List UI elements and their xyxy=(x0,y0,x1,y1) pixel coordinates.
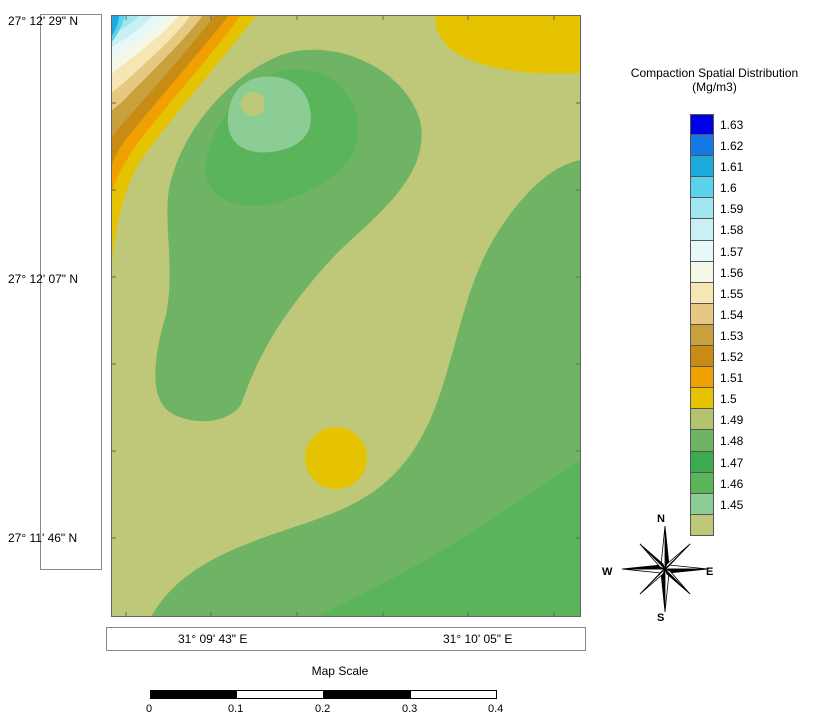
legend-swatch xyxy=(690,282,714,304)
legend-item: 1.59 xyxy=(690,198,800,220)
legend-value: 1.5 xyxy=(720,392,737,407)
legend-swatch xyxy=(690,198,714,220)
legend-swatch xyxy=(690,135,714,157)
compaction-contour-map xyxy=(111,15,581,617)
legend-swatch xyxy=(690,388,714,410)
legend-value: 1.56 xyxy=(720,265,744,280)
legend-item: 1.62 xyxy=(690,135,800,157)
legend-item: 1.56 xyxy=(690,261,800,283)
longitude-frame xyxy=(106,627,586,651)
scale-tick-2: 0.2 xyxy=(315,703,331,715)
legend-value: 1.58 xyxy=(720,223,744,238)
compass-east-label: E xyxy=(706,566,714,578)
legend-value: 1.46 xyxy=(720,476,744,491)
legend-swatch xyxy=(690,409,714,431)
legend-value: 1.61 xyxy=(720,160,744,175)
legend-value: 1.63 xyxy=(720,118,744,132)
legend-item xyxy=(690,514,800,536)
legend-value: 1.59 xyxy=(720,202,744,217)
legend-item: 1.53 xyxy=(690,324,800,347)
legend-swatch xyxy=(690,324,714,347)
legend-title: Compaction Spatial Distribution (Mg/m3) xyxy=(608,66,821,94)
scale-segment-2 xyxy=(236,690,324,699)
legend-item: 1.52 xyxy=(690,346,800,368)
legend-swatch xyxy=(690,493,714,515)
scale-tick-0: 0 xyxy=(146,703,153,715)
legend-item: 1.48 xyxy=(690,430,800,452)
legend-swatch xyxy=(690,114,714,136)
legend-swatch xyxy=(690,472,714,494)
latitude-label-bottom: 27° 11' 46" N xyxy=(8,531,78,545)
legend-item: 1.58 xyxy=(690,219,800,241)
legend-value: 1.49 xyxy=(720,413,744,428)
compaction-map xyxy=(111,15,581,617)
compass-north-label: N xyxy=(657,513,665,525)
legend-value: 1.53 xyxy=(720,328,744,343)
legend: 1.63 1.62 1.61 1.6 1.59 1.58 1.57 1.56 1.55 1.54 1… xyxy=(690,114,800,536)
longitude-label-left: 31° 09' 43" E xyxy=(178,632,248,646)
scale-title: Map Scale xyxy=(311,664,369,678)
legend-swatch xyxy=(690,177,714,199)
legend-item: 1.45 xyxy=(690,493,800,515)
legend-value: 1.48 xyxy=(720,434,744,449)
legend-value: 1.51 xyxy=(720,371,744,386)
scale-segment-3 xyxy=(323,690,411,699)
legend-item: 1.51 xyxy=(690,367,800,389)
legend-title-line2: (Mg/m3) xyxy=(692,80,737,94)
compass-rose: N S E W xyxy=(602,512,714,624)
scale-segment-4 xyxy=(410,690,497,699)
legend-swatch xyxy=(690,451,714,473)
legend-swatch xyxy=(690,303,714,325)
latitude-frame xyxy=(40,14,102,570)
latitude-label-top: 27° 12' 29" N xyxy=(8,14,79,28)
legend-item: 1.55 xyxy=(690,282,800,304)
legend-item: 1.49 xyxy=(690,409,800,431)
compass-star-icon xyxy=(621,525,709,613)
legend-item: 1.6 xyxy=(690,177,800,199)
legend-swatch xyxy=(690,261,714,283)
legend-item: 1.61 xyxy=(690,156,800,178)
legend-value: 1.57 xyxy=(720,244,744,259)
legend-value: 1.52 xyxy=(720,350,744,365)
legend-item: 1.57 xyxy=(690,240,800,262)
legend-value: 1.47 xyxy=(720,455,744,470)
legend-value: 1.45 xyxy=(720,497,744,512)
scale-segment-1 xyxy=(150,690,237,699)
legend-swatch xyxy=(690,514,714,536)
scale-bar xyxy=(150,690,497,699)
legend-title-line1: Compaction Spatial Distribution xyxy=(630,66,799,80)
legend-value: 1.54 xyxy=(720,307,744,322)
legend-swatch xyxy=(690,346,714,368)
scale-tick-1: 0.1 xyxy=(228,703,244,715)
legend-swatch xyxy=(690,219,714,241)
legend-item: 1.63 xyxy=(690,114,800,136)
scale-tick-3: 0.3 xyxy=(402,703,418,715)
compass-south-label: S xyxy=(657,612,665,624)
legend-value: 1.6 xyxy=(720,181,737,196)
legend-value: 1.62 xyxy=(720,139,744,154)
compass-west-label: W xyxy=(602,566,613,578)
legend-item: 1.5 xyxy=(690,388,800,410)
legend-item: 1.46 xyxy=(690,472,800,494)
legend-swatch xyxy=(690,240,714,262)
legend-swatch xyxy=(690,430,714,452)
legend-swatch xyxy=(690,367,714,389)
latitude-label-middle: 27° 12' 07" N xyxy=(8,272,79,286)
legend-item: 1.54 xyxy=(690,303,800,325)
legend-value: 1.55 xyxy=(720,286,744,301)
longitude-label-right: 31° 10' 05" E xyxy=(443,632,513,646)
scale-tick-4: 0.4 xyxy=(488,703,504,715)
legend-item: 1.47 xyxy=(690,451,800,473)
legend-swatch xyxy=(690,156,714,178)
